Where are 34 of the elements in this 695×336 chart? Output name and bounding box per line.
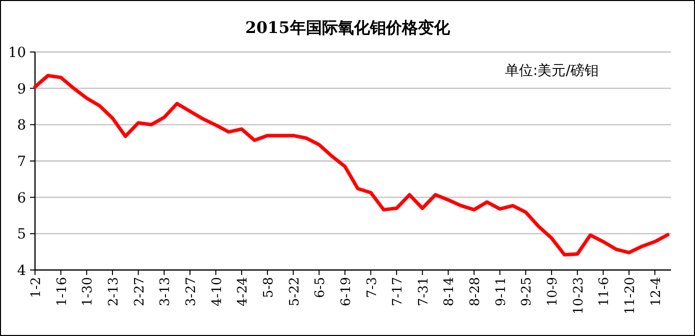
y-tick-label: 4: [17, 263, 26, 279]
x-tick-label: 11-6: [597, 277, 612, 306]
x-tick-label: 2-13: [106, 277, 122, 306]
x-tick-label: 9-25: [520, 277, 535, 306]
x-tick-label: 12-4: [648, 277, 664, 306]
x-tick-label: 2-27: [132, 277, 148, 306]
x-tick-label: 7-31: [416, 277, 432, 306]
x-tick-label: 4-10: [210, 277, 225, 306]
x-tick-label: 1-30: [80, 277, 96, 306]
x-tick-label: 10-9: [546, 277, 561, 306]
x-tick-label: 6-5: [313, 277, 328, 298]
x-tick-label: 4-24: [236, 277, 251, 306]
x-tick-label: 6-19: [338, 277, 354, 306]
x-tick-label: 8-14: [442, 277, 458, 306]
annotation: 单位:美元/磅钼: [505, 63, 598, 79]
x-tick-label: 11-20: [623, 277, 638, 314]
x-tick-label: 7-3: [364, 277, 380, 298]
x-tick-label: 3-13: [158, 277, 174, 306]
x-tick-label: 1-16: [54, 277, 70, 306]
y-tick-label: 8: [17, 118, 26, 134]
x-tick-label: 9-11: [494, 277, 509, 306]
y-tick-label: 9: [17, 81, 26, 98]
y-tick-label: 7: [17, 154, 26, 170]
y-tick-label: 10: [8, 45, 26, 61]
x-tick-label: 5-22: [287, 277, 302, 306]
y-tick-label: 6: [17, 190, 26, 206]
x-tick-label: 10-23: [571, 277, 586, 314]
x-tick-label: 5-8: [261, 277, 276, 298]
x-tick-label: 3-27: [184, 277, 199, 306]
y-tick-label: 5: [17, 226, 26, 243]
chart-title: 2015年国际氧化钼价格变化: [245, 18, 451, 37]
x-tick-label: 7-17: [390, 277, 406, 306]
x-tick-label: 1-2: [29, 277, 44, 298]
x-tick-label: 8-28: [468, 277, 484, 306]
